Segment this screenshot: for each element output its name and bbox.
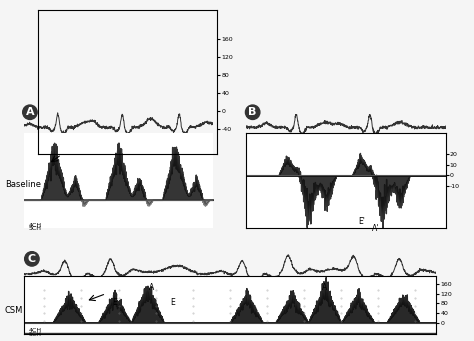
Text: A: A <box>149 283 154 292</box>
Text: 4CH: 4CH <box>28 328 42 333</box>
Text: A: A <box>26 107 34 117</box>
Text: E': E' <box>358 217 365 226</box>
Text: 4CH: 4CH <box>28 223 42 228</box>
Text: A': A' <box>372 224 380 233</box>
Text: Baseline: Baseline <box>5 180 41 189</box>
Text: B: B <box>248 107 257 117</box>
Text: A: A <box>322 283 328 292</box>
Text: E: E <box>112 298 117 307</box>
Text: E: E <box>170 298 174 307</box>
Text: C: C <box>28 254 36 264</box>
Text: 5CH: 5CH <box>28 226 41 231</box>
Text: CSM: CSM <box>5 306 23 315</box>
Text: 5CH: 5CH <box>28 332 41 337</box>
